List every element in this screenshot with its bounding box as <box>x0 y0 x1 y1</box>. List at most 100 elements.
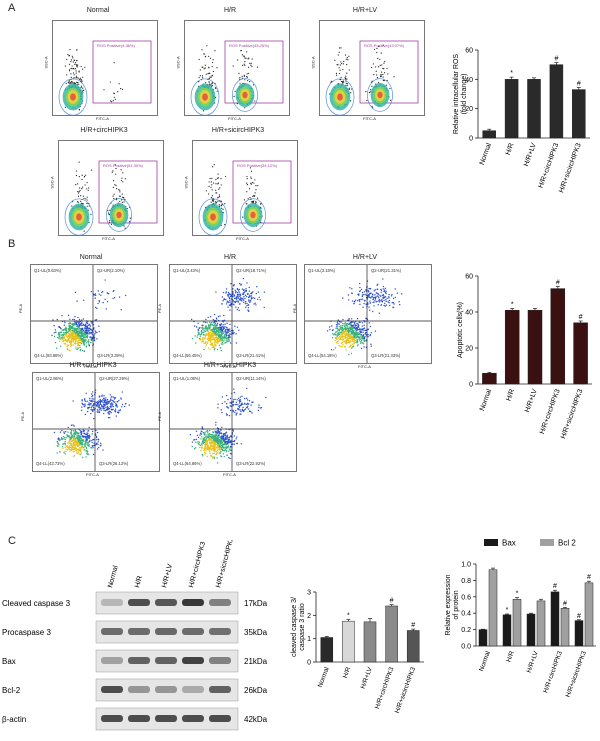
event-dot <box>212 437 214 439</box>
event-dot <box>238 291 240 294</box>
event-dot <box>202 110 205 112</box>
event-dot <box>254 302 256 304</box>
event-dot <box>348 299 350 301</box>
event-dot <box>82 330 85 332</box>
event-dot <box>98 293 100 295</box>
event-dot <box>73 435 76 437</box>
event-dot <box>61 336 64 338</box>
event-dot <box>223 298 225 301</box>
event-dot <box>71 447 73 449</box>
event-dot <box>206 341 209 343</box>
event-dot <box>351 288 353 290</box>
event-dot <box>245 397 248 400</box>
event-dot <box>121 199 123 201</box>
event-dot <box>215 447 218 449</box>
event-dot <box>356 328 359 330</box>
event-dot <box>219 432 222 434</box>
event-dot <box>226 414 228 417</box>
event-dot <box>340 62 343 65</box>
event-dot <box>77 337 79 339</box>
event-dot <box>78 161 80 163</box>
event-dot <box>352 338 354 341</box>
event-dot <box>211 65 213 68</box>
event-dot <box>93 408 95 411</box>
event-dot <box>63 431 65 433</box>
event-dot <box>221 207 223 209</box>
axis-label-y: SSC-A <box>175 56 181 69</box>
panel-letter-b: B <box>8 238 16 250</box>
event-dot <box>93 442 95 444</box>
event-dot <box>356 331 358 334</box>
event-dot <box>199 75 201 77</box>
event-dot <box>236 308 239 311</box>
event-dot <box>235 333 237 335</box>
event-dot <box>67 442 69 445</box>
event-dot <box>356 329 359 331</box>
event-dot <box>207 316 209 319</box>
event-dot <box>232 303 234 305</box>
event-dot <box>69 450 71 453</box>
event-dot <box>358 332 361 335</box>
event-dot <box>380 291 382 294</box>
event-dot <box>385 84 388 86</box>
event-dot <box>79 437 82 439</box>
event-dot <box>244 57 246 59</box>
event-dot <box>215 189 217 191</box>
event-dot <box>224 449 227 451</box>
event-dot <box>73 68 75 70</box>
event-dot <box>121 201 123 203</box>
event-dot <box>116 406 118 408</box>
event-dot <box>210 181 212 183</box>
event-dot <box>336 326 338 328</box>
event-dot <box>211 456 213 458</box>
event-dot <box>91 409 94 411</box>
event-dot <box>384 60 386 63</box>
event-dot <box>352 332 354 335</box>
event-dot <box>75 77 77 79</box>
event-dot <box>88 343 90 346</box>
event-dot <box>382 73 384 76</box>
event-dot <box>345 75 347 77</box>
event-dot <box>248 310 250 313</box>
event-dot <box>224 331 226 333</box>
event-dot <box>392 297 395 300</box>
event-dot <box>78 339 80 342</box>
event-dot <box>243 55 246 57</box>
event-dot <box>66 74 68 76</box>
event-dot <box>77 200 79 203</box>
event-dot <box>337 328 339 330</box>
event-dot <box>225 303 228 305</box>
event-dot <box>344 330 346 332</box>
event-dot <box>77 439 80 442</box>
event-dot <box>379 76 382 78</box>
event-dot <box>100 409 102 411</box>
event-dot <box>226 301 228 303</box>
event-dot <box>81 330 84 333</box>
event-dot <box>81 188 83 190</box>
event-dot <box>381 298 383 301</box>
event-dot <box>84 442 86 445</box>
gate-label: ROS Positive(4.36%) <box>97 43 135 48</box>
density-contour <box>202 93 208 101</box>
event-dot <box>358 328 360 331</box>
event-dot <box>121 406 123 408</box>
event-dot <box>220 337 223 340</box>
event-dot <box>233 294 236 296</box>
event-dot <box>102 412 105 415</box>
event-dot <box>246 203 248 205</box>
event-dot <box>230 441 232 443</box>
event-dot <box>70 329 73 332</box>
event-dot <box>245 288 247 290</box>
event-dot <box>362 334 365 336</box>
event-dot <box>254 192 256 194</box>
event-dot <box>76 348 79 350</box>
event-dot <box>208 66 210 68</box>
event-dot <box>342 63 345 65</box>
event-dot <box>248 300 250 302</box>
event-dot <box>242 298 244 300</box>
event-dot <box>338 325 341 328</box>
event-dot <box>86 328 88 331</box>
event-dot <box>78 318 81 321</box>
ros-flow-plot: ROS Positive(51.30%) <box>58 140 164 236</box>
event-dot <box>208 55 210 58</box>
